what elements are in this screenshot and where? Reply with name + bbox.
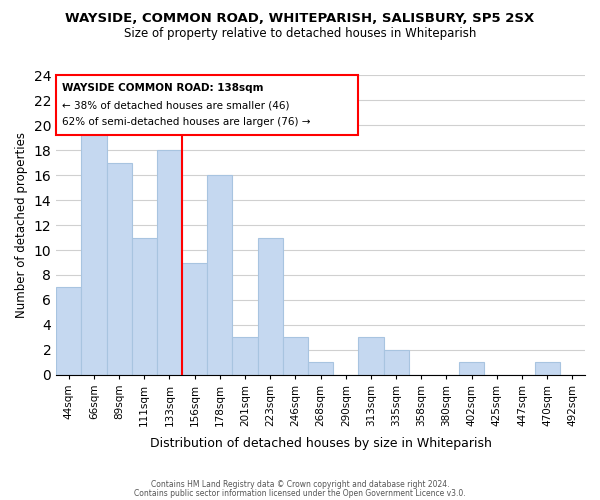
Text: WAYSIDE COMMON ROAD: 138sqm: WAYSIDE COMMON ROAD: 138sqm bbox=[62, 83, 263, 93]
Text: Size of property relative to detached houses in Whiteparish: Size of property relative to detached ho… bbox=[124, 28, 476, 40]
Bar bbox=[232, 338, 257, 374]
X-axis label: Distribution of detached houses by size in Whiteparish: Distribution of detached houses by size … bbox=[149, 437, 491, 450]
Text: Contains public sector information licensed under the Open Government Licence v3: Contains public sector information licen… bbox=[134, 488, 466, 498]
Text: Contains HM Land Registry data © Crown copyright and database right 2024.: Contains HM Land Registry data © Crown c… bbox=[151, 480, 449, 489]
Bar bbox=[257, 238, 283, 374]
Bar bbox=[383, 350, 409, 374]
Bar bbox=[56, 288, 82, 374]
Bar bbox=[132, 238, 157, 374]
Bar bbox=[82, 126, 107, 374]
Bar bbox=[358, 338, 383, 374]
Bar bbox=[308, 362, 333, 374]
Bar bbox=[207, 175, 232, 374]
Text: ← 38% of detached houses are smaller (46): ← 38% of detached houses are smaller (46… bbox=[62, 100, 290, 110]
Bar bbox=[535, 362, 560, 374]
Bar bbox=[283, 338, 308, 374]
Y-axis label: Number of detached properties: Number of detached properties bbox=[15, 132, 28, 318]
Bar bbox=[107, 163, 132, 374]
Bar bbox=[182, 262, 207, 374]
Bar bbox=[157, 150, 182, 374]
Text: WAYSIDE, COMMON ROAD, WHITEPARISH, SALISBURY, SP5 2SX: WAYSIDE, COMMON ROAD, WHITEPARISH, SALIS… bbox=[65, 12, 535, 26]
Bar bbox=[459, 362, 484, 374]
Text: 62% of semi-detached houses are larger (76) →: 62% of semi-detached houses are larger (… bbox=[62, 117, 311, 127]
